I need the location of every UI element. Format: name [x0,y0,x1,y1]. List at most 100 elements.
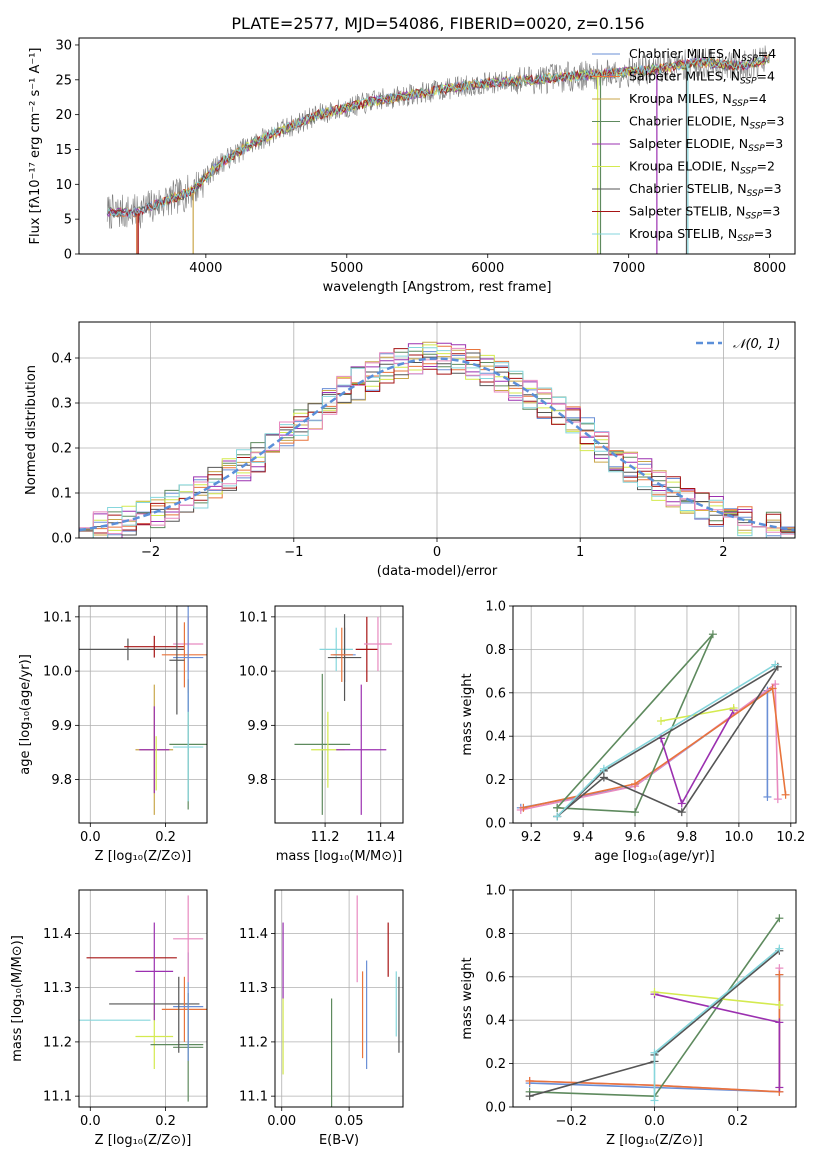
legend-label-suffix: =3 [766,114,784,129]
y-tick-label: 30 [55,38,72,53]
y-tick-label: 10.0 [43,665,72,680]
y-axis-label: mass weight [460,673,475,755]
y-tick-label: 0.0 [485,817,506,832]
legend-label: Kroupa ELODIE, NSSP=2 [629,159,775,177]
ticks: 4000 5000 6000 7000 8000 0 5 10 15 20 25 30 [55,38,786,276]
x-tick-label: 0.0 [80,830,101,845]
plot-area [79,606,207,815]
legend-label: Salpeter MILES, NSSP=4 [629,69,775,87]
x-tick-label: 9.2 [521,830,542,845]
x-tick-label: 0 [433,545,441,560]
axes-frame [78,37,796,255]
y-tick-label: 11.3 [43,981,72,996]
y-tick-label: 15 [55,143,72,158]
series-marker [775,944,784,953]
errorbar-point [139,706,170,794]
spectrum-panel: 4000 5000 6000 7000 8000 0 5 10 15 20 25 30 waveleng… [28,37,796,295]
errorbar-point [169,606,185,715]
legend-label-suffix: =4 [757,69,775,84]
grid-lines [79,606,207,823]
y-tick-label: 0.4 [485,1014,506,1029]
legend-label-subscript: SSP [740,77,757,87]
legend-label: Chabrier STELIB, NSSP=3 [629,181,782,199]
series-marker [775,1001,784,1010]
legend-label: 𝒩(0, 1) [733,337,780,352]
legend-label-prefix: Kroupa ELODIE, N [629,159,740,174]
plot-area [294,614,392,815]
x-tick-label: 10.2 [776,830,805,845]
ticks: 11.2 11.4 9.8 9.9 10.0 10.1 [239,610,395,845]
y-tick-label: 0.6 [485,970,506,985]
model-spectrum-line [106,56,769,219]
series-marker [763,792,772,801]
x-tick-label: 1 [576,545,584,560]
y-axis-label: Normed distribution [24,365,39,495]
series-marker [775,970,784,979]
y-tick-label: 0.0 [485,1101,506,1116]
legend-label: Chabrier MILES, NSSP=4 [629,46,776,64]
y-tick-label: 9.8 [51,773,72,788]
series-marker [768,684,777,693]
y-tick-label: 0.2 [485,1057,506,1072]
legend-label-prefix: Salpeter STELIB, N [629,204,745,219]
ticks: 0.0 0.2 11.1 11.2 11.3 11.4 [43,927,176,1129]
axes-frame [512,605,797,824]
plot-area [516,630,790,821]
plot-area [282,895,400,1107]
series-marker [525,1076,534,1085]
x-tick-label: 9.4 [573,830,594,845]
errorbar-point [173,895,204,983]
y-tick-label: 11.4 [43,927,72,942]
series-marker [553,812,562,821]
axes-frame [78,889,208,1108]
y-tick-label: 20 [55,108,72,123]
y-tick-label: 9.8 [247,773,268,788]
errorbar-point [124,635,185,658]
x-axis-label: Z [log₁₀(Z/Z⊙)] [606,1133,703,1148]
axes-frame [78,605,208,824]
legend-label-suffix: =4 [748,91,766,106]
x-axis-label: mass [log₁₀(M/M⊙)] [276,849,403,864]
legend-label-subscript: SSP [745,212,762,222]
y-tick-label: 0.2 [51,442,72,457]
y-tick-label: 0.2 [485,773,506,788]
series-marker [771,660,780,669]
legend-label-suffix: =2 [757,159,775,174]
legend-label-prefix: Chabrier MILES, N [629,46,741,61]
y-tick-label: 1.0 [485,884,506,899]
y-tick-label: 0.1 [51,487,72,502]
x-tick-label: 0.0 [644,1114,665,1129]
y-tick-label: 0.6 [485,686,506,701]
x-tick-label: −2 [141,545,160,560]
grid-lines [275,606,403,823]
y-tick-label: 0.3 [51,397,72,412]
series-marker [708,630,717,639]
y-tick-label: 0.4 [51,352,72,367]
x-tick-label: 11.4 [366,830,395,845]
legend-label-suffix: =3 [765,136,783,151]
legend-label: Kroupa STELIB, NSSP=3 [629,226,772,244]
y-tick-label: 0.4 [485,730,506,745]
model-spectrum-line [106,54,769,219]
ticks: 9.2 9.4 9.6 9.8 10.0 10.2 0.0 0.2 0.4 0.6 0.8 1.0 [485,600,805,846]
y-tick-label: 11.2 [239,1035,268,1050]
legend-label: Salpeter STELIB, NSSP=3 [629,204,780,222]
ticks: 0.0 0.2 9.8 9.9 10.0 10.1 [43,610,176,845]
series-marker [599,764,608,773]
x-tick-label: 4000 [189,261,222,276]
errorbar-point [173,606,204,712]
legend-label-prefix: Chabrier STELIB, N [629,181,747,196]
errorbar-point [327,614,362,701]
grid-lines [79,890,207,1107]
y-axis-label: Flux [fλ10⁻¹⁷ erg cm⁻² s⁻¹ A⁻¹] [28,48,43,245]
x-tick-label: 7000 [612,261,645,276]
x-tick-label: 2 [719,545,727,560]
series-marker [650,987,659,996]
legend-label-suffix: =4 [758,46,776,61]
legend-label: Kroupa MILES, NSSP=4 [629,91,767,109]
series-marker [631,779,640,788]
legend-label: Salpeter ELODIE, NSSP=3 [629,136,783,154]
series-marker [773,795,782,804]
x-tick-label: 0.05 [335,1114,364,1129]
y-tick-label: 11.4 [239,927,268,942]
